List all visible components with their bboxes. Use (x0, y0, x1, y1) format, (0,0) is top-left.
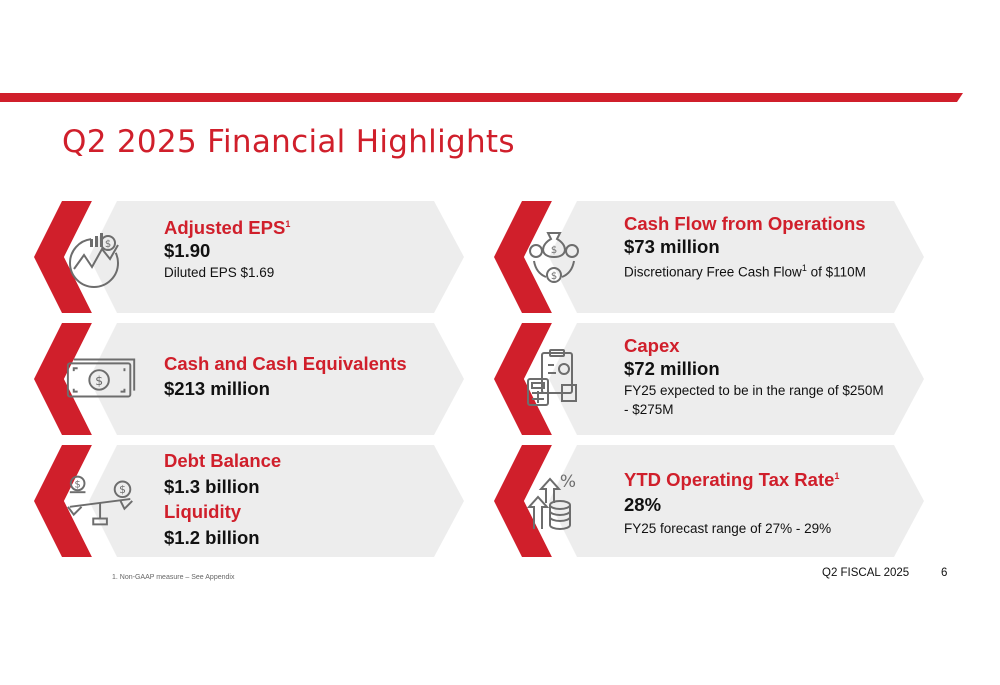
balance-scale-icon: $ $ (67, 475, 133, 526)
card-heading: Adjusted EPS1 (164, 217, 291, 239)
card-subtext: Discretionary Free Cash Flow1 of $110M (624, 263, 866, 280)
card-heading-secondary: Liquidity (164, 501, 242, 522)
card-adjusted-eps: $ Adjusted EPS1 $1.90 Diluted EPS $1.69 (34, 201, 464, 313)
svg-text:%: % (560, 472, 576, 492)
card-debt-liquidity: $ $ Debt Balance $1.3 billion Liquidity … (34, 445, 464, 557)
footnote-marker: 1 (801, 263, 807, 273)
svg-text:$: $ (75, 479, 81, 490)
card-background (34, 323, 464, 435)
top-accent-bar (0, 93, 963, 102)
card-background (34, 445, 464, 557)
card-value: $1.90 (164, 240, 211, 262)
cash-bills-icon: $ (66, 358, 136, 398)
card-background (494, 445, 924, 557)
card-tax-rate: % YTD Operating Tax Rate1 28% FY25 forec… (494, 445, 924, 557)
card-heading: Cash Flow from Operations (624, 213, 866, 234)
card-cash-flow-operations: $ $ Cash Flow from Operations $73 millio… (494, 201, 924, 313)
percent-coins-icon: % (526, 472, 576, 530)
card-value: $72 million (624, 358, 720, 379)
svg-text:$: $ (95, 373, 103, 388)
page-number: 6 (941, 567, 948, 579)
card-heading: Capex (624, 335, 680, 356)
card-subtext: FY25 forecast range of 27% - 29% (624, 521, 832, 537)
svg-text:$: $ (105, 239, 111, 250)
card-heading: Cash and Cash Equivalents (164, 353, 407, 374)
footnote: 1. Non-GAAP measure – See Appendix (112, 574, 235, 581)
growth-chart-icon: $ (69, 233, 119, 288)
card-value: $73 million (624, 236, 720, 257)
card-heading: Debt Balance (164, 450, 282, 471)
card-value: 28% (624, 494, 662, 516)
money-cycle-icon: $ $ (529, 232, 579, 283)
svg-text:$: $ (119, 483, 126, 496)
card-subtext: Diluted EPS $1.69 (164, 265, 275, 281)
clipboard-calculator-icon (527, 349, 577, 406)
card-heading: YTD Operating Tax Rate1 (624, 469, 840, 491)
card-cash-equivalents: $ Cash and Cash Equivalents $213 million (34, 323, 464, 435)
page-title: Q2 2025 Financial Highlights (62, 124, 515, 160)
footnote-marker: 1 (285, 219, 291, 229)
card-subtext: FY25 expected to be in the range of $250… (624, 383, 884, 417)
svg-text:$: $ (551, 271, 557, 282)
card-background (34, 201, 464, 313)
card-capex: Capex $72 million FY25 expected to be in… (494, 323, 924, 435)
card-value: $1.3 billion (164, 476, 260, 497)
footnote-marker: 1 (834, 471, 840, 481)
card-value-secondary: $1.2 billion (164, 527, 260, 548)
svg-text:$: $ (551, 245, 557, 256)
card-value: $213 million (164, 378, 270, 399)
footer-label: Q2 FISCAL 2025 (822, 567, 910, 579)
